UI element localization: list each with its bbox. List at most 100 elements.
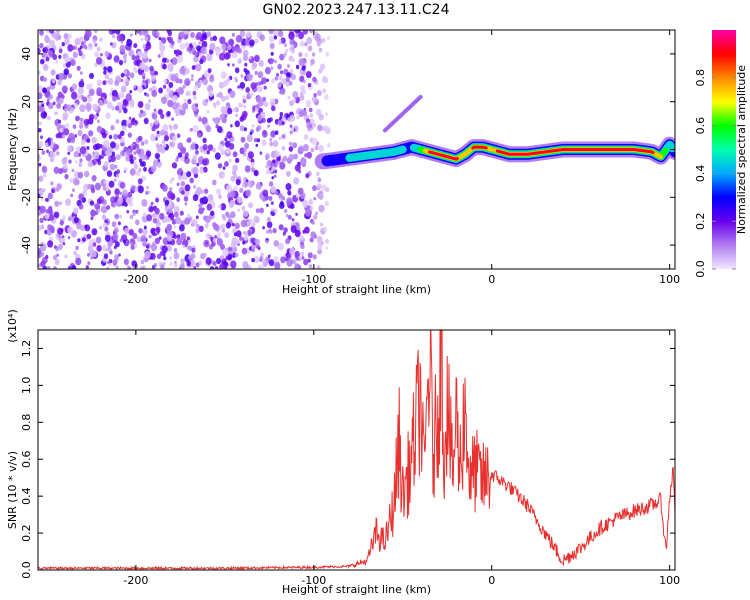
noise-mark [133, 163, 139, 170]
noise-mark [182, 84, 186, 89]
noise-mark [196, 162, 200, 167]
noise-mark [269, 141, 274, 147]
noise-mark [207, 68, 212, 74]
noise-mark [271, 78, 276, 84]
noise-mark [90, 216, 94, 221]
noise-mark [62, 53, 67, 59]
noise-mark [310, 231, 317, 239]
noise-mark [236, 230, 242, 238]
noise-mark [327, 36, 330, 40]
noise-mark [305, 99, 312, 108]
noise-mark [240, 136, 246, 143]
noise-mark [213, 117, 220, 125]
noise-mark [295, 222, 300, 228]
noise-mark [253, 169, 259, 177]
noise-mark [162, 63, 167, 70]
noise-mark [190, 32, 195, 38]
noise-mark [290, 73, 296, 81]
noise-mark [42, 172, 47, 178]
noise-mark [193, 266, 196, 269]
noise-mark [216, 100, 221, 106]
noise-mark [255, 182, 262, 190]
noise-mark [141, 175, 146, 181]
noise-mark [48, 30, 55, 34]
noise-mark [195, 63, 202, 72]
noise-mark [156, 130, 160, 134]
noise-mark [299, 41, 305, 47]
noise-mark [268, 196, 273, 201]
noise-mark [42, 87, 47, 94]
noise-mark [63, 33, 69, 40]
noise-mark [262, 226, 265, 230]
noise-mark [94, 62, 98, 68]
noise-mark [116, 173, 120, 178]
noise-mark [101, 214, 107, 220]
noise-mark [289, 68, 294, 74]
noise-mark [238, 102, 242, 108]
noise-mark [187, 245, 192, 251]
noise-mark [58, 97, 64, 104]
noise-mark [212, 237, 217, 243]
noise-mark [202, 207, 205, 211]
noise-mark [135, 209, 139, 214]
noise-mark [132, 211, 136, 216]
noise-mark [133, 66, 137, 72]
colorbar-tick-label: 0.6 [694, 117, 707, 135]
noise-mark [146, 214, 153, 222]
noise-mark [142, 75, 146, 80]
noise-mark [163, 256, 167, 261]
noise-mark [177, 176, 182, 181]
noise-mark [212, 179, 217, 186]
noise-mark [51, 31, 57, 39]
noise-mark [65, 123, 70, 129]
noise-mark [126, 156, 130, 161]
snr-frame [37, 329, 676, 571]
noise-mark [56, 253, 59, 257]
noise-mark [180, 180, 186, 187]
noise-mark [55, 133, 60, 139]
noise-mark [243, 127, 247, 132]
noise-mark [270, 185, 277, 193]
noise-mark [145, 244, 150, 249]
noise-mark [50, 181, 54, 186]
noise-mark [145, 42, 152, 50]
noise-mark [281, 134, 285, 139]
noise-mark [88, 130, 94, 137]
noise-mark [118, 253, 121, 257]
noise-mark [281, 158, 286, 163]
noise-mark [313, 93, 317, 98]
noise-mark [295, 64, 300, 70]
noise-mark [158, 87, 164, 94]
noise-mark [181, 172, 188, 181]
noise-mark [312, 185, 317, 192]
noise-mark [231, 237, 238, 246]
noise-mark [274, 59, 277, 64]
noise-mark [122, 98, 129, 106]
noise-mark [93, 114, 98, 120]
noise-mark [137, 85, 144, 93]
noise-mark [84, 224, 88, 228]
noise-mark [52, 101, 56, 106]
noise-mark [251, 222, 256, 228]
y-tick-label: -20 [20, 188, 33, 206]
noise-mark [70, 59, 76, 67]
ridge-layer [471, 145, 488, 150]
noise-mark [57, 91, 63, 99]
noise-mark [266, 217, 271, 222]
noise-mark [302, 30, 308, 35]
noise-mark [227, 253, 233, 260]
noise-mark [139, 161, 144, 167]
noise-mark [40, 106, 45, 113]
noise-mark [109, 163, 116, 171]
noise-mark [290, 225, 297, 234]
noise-mark [100, 205, 108, 214]
noise-mark [119, 181, 126, 189]
noise-mark [119, 44, 126, 53]
noise-mark [204, 223, 209, 229]
noise-mark [72, 51, 78, 59]
noise-mark [209, 266, 215, 269]
noise-mark [114, 254, 119, 260]
noise-mark [179, 66, 186, 75]
noise-mark [234, 120, 240, 128]
noise-mark [154, 152, 160, 160]
